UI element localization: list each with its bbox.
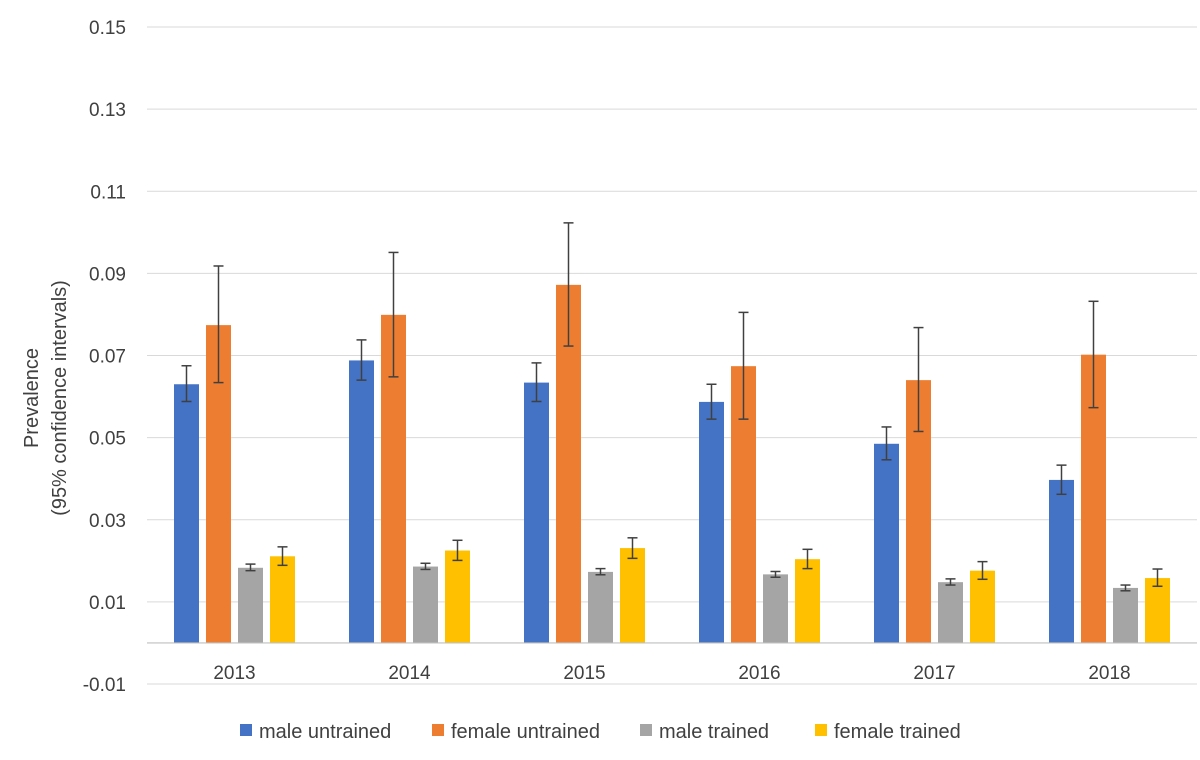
y-axis-title: Prevalence (95% confidence intervals) (21, 280, 71, 516)
bar (699, 401, 724, 643)
y-tick-label: 0.03 (89, 511, 126, 532)
y-tick-label: 0.11 (90, 182, 126, 203)
y-tick-label: 0.01 (89, 593, 126, 614)
legend-swatch (640, 724, 652, 736)
bar (620, 548, 645, 643)
gridlines (147, 26, 1197, 685)
bar (174, 384, 199, 643)
bar (588, 571, 613, 643)
y-tick-label: 0.15 (89, 18, 126, 39)
bar (349, 360, 374, 643)
bar (763, 574, 788, 643)
x-axis: 2013 2014 2015 2016 2017 2018 (147, 642, 1197, 684)
y-tick-label: 0.13 (89, 100, 126, 121)
x-tick-label: 2018 (1088, 663, 1130, 684)
bar (413, 566, 438, 643)
bar (970, 570, 995, 643)
y-tick-label: 0.07 (89, 347, 126, 368)
bar (874, 443, 899, 643)
y-tick-label: 0.09 (89, 264, 126, 285)
legend-swatch (815, 724, 827, 736)
y-axis-title-text: Prevalence (95% confidence intervals) (21, 280, 71, 516)
bar (795, 559, 820, 643)
x-tick-label: 2017 (913, 663, 955, 684)
bar (1113, 587, 1138, 643)
bar (238, 567, 263, 643)
bar (524, 382, 549, 643)
y-tick-label: -0.01 (83, 675, 126, 696)
bar (1049, 479, 1074, 643)
bar (1145, 578, 1170, 643)
y-tick-label: 0.05 (89, 429, 126, 450)
legend-swatch (240, 724, 252, 736)
y-axis-title-line: Prevalence (21, 348, 43, 448)
x-tick-label: 2013 (213, 663, 255, 684)
error-bars (181, 222, 1163, 592)
legend: male untrained female untrained male train… (240, 721, 961, 743)
legend-label: female trained (834, 721, 961, 743)
x-tick-label: 2015 (563, 663, 605, 684)
x-tick-label: 2016 (738, 663, 780, 684)
bar (445, 550, 470, 643)
legend-label: male trained (659, 721, 769, 743)
bars (174, 284, 1170, 643)
y-axis-ticks: -0.01 0.01 0.03 0.05 0.07 0.09 0.11 0.13 0.15 (83, 18, 126, 696)
legend-label: female untrained (451, 721, 600, 743)
legend-swatch (432, 724, 444, 736)
legend-label: male untrained (259, 721, 391, 743)
y-axis-title-line: (95% confidence intervals) (49, 280, 71, 516)
bar (270, 556, 295, 643)
x-tick-label: 2014 (388, 663, 431, 684)
bar (938, 582, 963, 643)
